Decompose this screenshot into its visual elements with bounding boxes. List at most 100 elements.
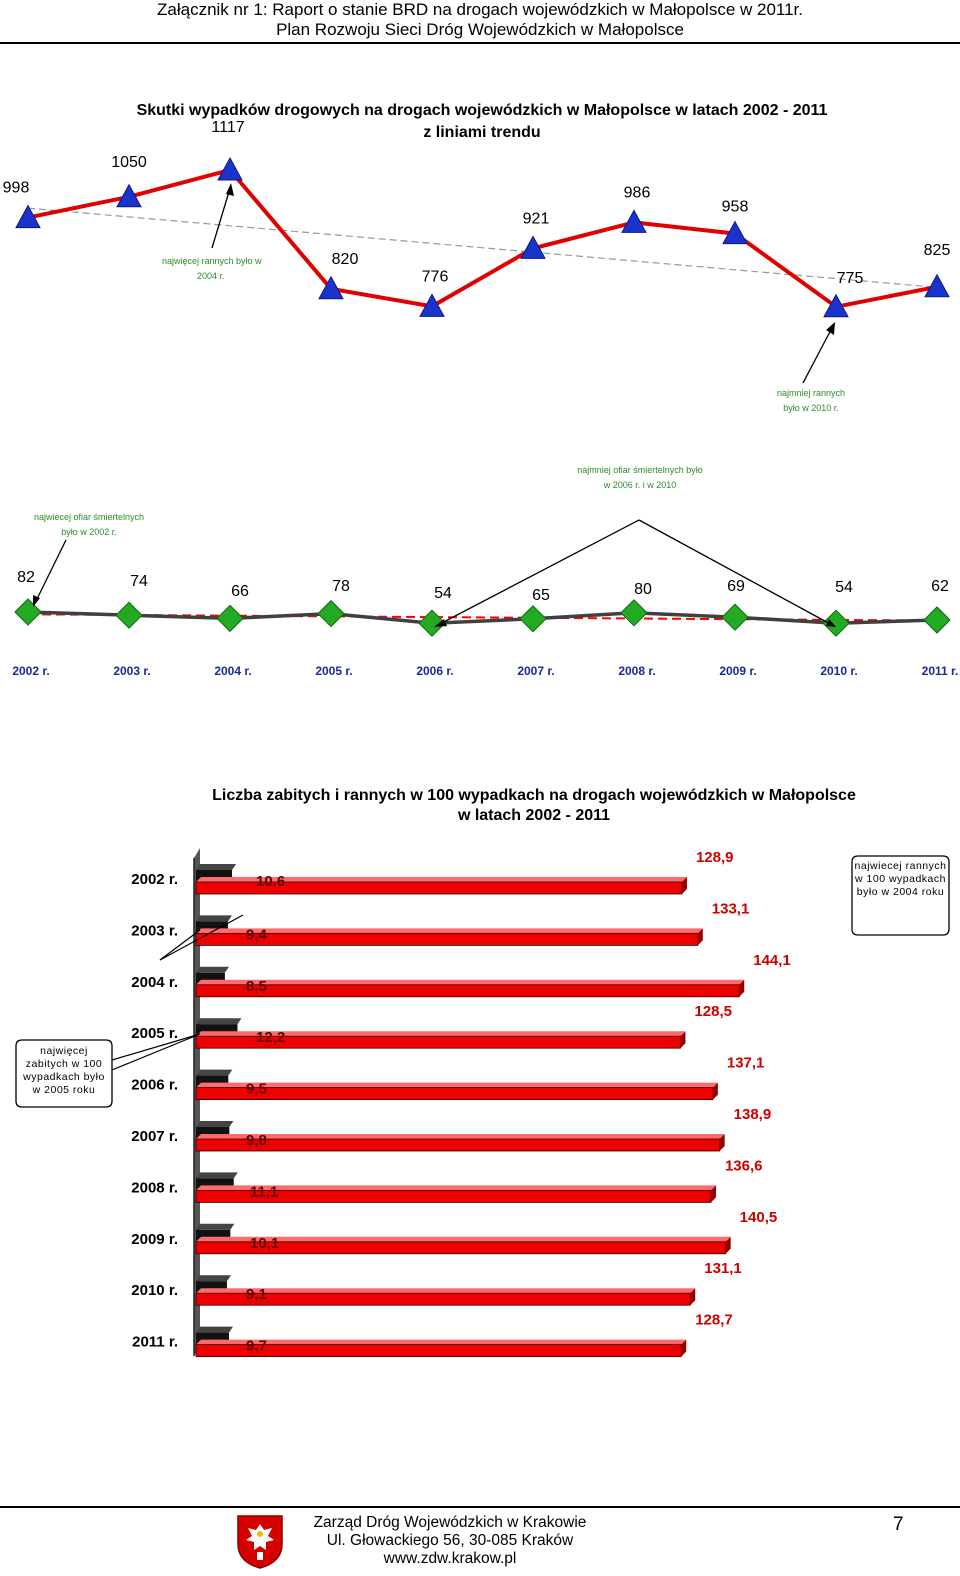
injured-bar xyxy=(196,1345,681,1357)
y-axis-tick-label: 2008 r. xyxy=(131,1179,178,1196)
y-axis-tick-label: 2002 r. xyxy=(131,871,178,888)
malopolska-coat-of-arms-icon xyxy=(236,1514,284,1570)
injured-value-label: 1117 xyxy=(211,119,244,136)
x-axis-tick-label: 2009 r. xyxy=(719,664,756,678)
y-axis-tick-label: 2005 r. xyxy=(131,1025,178,1042)
annotation-min-fatal-line1: najmniej ofiar śmiertelnych było xyxy=(577,465,703,475)
arrow-max-fatal xyxy=(34,540,66,605)
injured-value-label: 820 xyxy=(332,251,359,268)
footer-address: Zarząd Dróg Wojewódzkich w Krakowie Ul. … xyxy=(300,1514,600,1568)
chart2-title: Liczba zabitych i rannych w 100 wypadkac… xyxy=(212,787,856,804)
red-bar-top xyxy=(196,1083,718,1088)
annotation-max-fatal-line1: najwiecej ofiar śmiertelnych xyxy=(34,512,144,522)
chart2-subtitle: w latach 2002 - 2011 xyxy=(457,807,610,824)
fatal-marker xyxy=(318,601,344,627)
black-bar-top xyxy=(196,1121,233,1127)
killed-value-label: 9,1 xyxy=(246,1286,267,1303)
killed-value-label: 9,5 xyxy=(246,1081,267,1098)
injured-marker xyxy=(218,158,242,180)
injured-bar xyxy=(196,1088,713,1100)
y-axis-tick-label: 2006 r. xyxy=(131,1077,178,1094)
fatal-value-label: 74 xyxy=(130,573,148,590)
fatal-value-label: 69 xyxy=(727,578,745,595)
black-bar-top xyxy=(196,864,236,870)
fatal-marker xyxy=(722,604,748,630)
injured-value-label: 128,5 xyxy=(694,1003,732,1020)
annotation-max-injured-line2: 2004 r. xyxy=(197,271,225,281)
injured-value-label: 776 xyxy=(422,268,449,285)
killed-value-label: 8,5 xyxy=(246,978,267,995)
accidents-line-chart: Skutki wypadków drogowych na drogach woj… xyxy=(0,0,960,700)
chart1-title: Skutki wypadków drogowych na drogach woj… xyxy=(137,102,828,119)
x-axis-tick-label: 2008 r. xyxy=(618,664,655,678)
y-axis-tick-label: 2004 r. xyxy=(131,974,178,991)
red-bar-top xyxy=(196,1340,686,1345)
fatal-marker xyxy=(924,607,950,633)
injured-value-label: 131,1 xyxy=(704,1260,742,1277)
fatal-value-label: 54 xyxy=(835,579,853,596)
killed-value-label: 11,1 xyxy=(250,1183,278,1200)
callout-max-injured: najwiecej rannych w 100 wypadkach było w… xyxy=(852,856,949,935)
y-axis-tick-label: 2007 r. xyxy=(131,1128,178,1145)
annotation-max-fatal-line2: było w 2002 r. xyxy=(61,527,117,537)
fatal-value-label: 65 xyxy=(532,587,550,604)
x-axis-tick-label: 2002 r. xyxy=(12,664,49,678)
black-bar-top xyxy=(196,1172,238,1178)
x-axis-tick-label: 2003 r. xyxy=(113,664,150,678)
injured-value-label: 133,1 xyxy=(712,900,750,917)
red-bar-top xyxy=(196,928,703,933)
injured-value-label: 921 xyxy=(523,210,550,227)
callout-max-fatal: najwięcej zabitych w 100 wypadkach było … xyxy=(16,1040,112,1107)
red-bar-top xyxy=(196,1288,695,1293)
killed-value-label: 10,1 xyxy=(250,1235,279,1252)
y-axis-tick-label: 2009 r. xyxy=(131,1231,178,1248)
injured-value-label: 138,9 xyxy=(734,1106,772,1123)
injured-value-label: 958 xyxy=(722,199,749,216)
black-bar-top xyxy=(196,1018,241,1024)
fatal-marker xyxy=(116,602,142,628)
footer-line-2: Ul. Głowackiego 56, 30-085 Kraków xyxy=(300,1532,600,1550)
fatal-value-label: 54 xyxy=(434,585,452,602)
arrowhead-max-fatal xyxy=(33,595,40,607)
annotation-min-fatal-line2: w 2006 r. i w 2010 xyxy=(603,480,677,490)
black-bar-top xyxy=(196,915,232,921)
arrow-min-injured xyxy=(803,324,834,383)
fatal-value-label: 80 xyxy=(634,581,652,598)
injured-value-label: 128,9 xyxy=(696,849,734,866)
killed-value-label: 10,6 xyxy=(256,873,285,890)
black-bar-top xyxy=(196,1070,232,1076)
fatal-marker xyxy=(217,605,243,631)
injured-bar xyxy=(196,933,698,945)
fatal-marker xyxy=(520,606,546,632)
injured-value-label: 1050 xyxy=(111,154,147,171)
injured-series-line xyxy=(28,170,937,307)
x-axis-tick-label: 2006 r. xyxy=(416,664,453,678)
x-axis-tick-label: 2005 r. xyxy=(315,664,352,678)
fatal-marker xyxy=(823,610,849,636)
injured-value-label: 140,5 xyxy=(740,1209,778,1226)
injured-value-label: 128,7 xyxy=(695,1312,733,1329)
y-axis-tick-label: 2011 r. xyxy=(132,1334,178,1351)
injured-value-label: 825 xyxy=(924,242,951,259)
injured-bar xyxy=(196,985,739,997)
killed-value-label: 12,2 xyxy=(256,1029,285,1046)
injured-value-label: 136,6 xyxy=(725,1157,763,1174)
black-bar-top xyxy=(196,1327,233,1333)
injured-value-label: 986 xyxy=(624,184,651,201)
chart1-subtitle: z liniami trendu xyxy=(423,124,540,141)
fatal-value-label: 66 xyxy=(231,583,249,600)
casualties-per-100-bar-chart: Liczba zabitych i rannych w 100 wypadkac… xyxy=(0,760,960,1410)
injured-value-label: 137,1 xyxy=(727,1055,765,1072)
annotation-min-injured-line2: było w 2010 r. xyxy=(783,403,839,413)
footer-line-3: www.zdw.krakow.pl xyxy=(300,1550,600,1568)
red-bar-top xyxy=(196,980,744,985)
injured-value-label: 998 xyxy=(3,180,30,197)
annotation-min-injured-line1: najmniej rannych xyxy=(777,388,845,398)
footer-line-1: Zarząd Dróg Wojewódzkich w Krakowie xyxy=(300,1514,600,1532)
injured-bar xyxy=(196,1293,690,1305)
document-footer: Zarząd Dróg Wojewódzkich w Krakowie Ul. … xyxy=(0,1506,960,1576)
injured-marker xyxy=(925,275,949,297)
fatal-marker xyxy=(621,600,647,626)
annotation-arrows xyxy=(34,185,834,626)
arrowhead-max-injured xyxy=(226,183,234,196)
